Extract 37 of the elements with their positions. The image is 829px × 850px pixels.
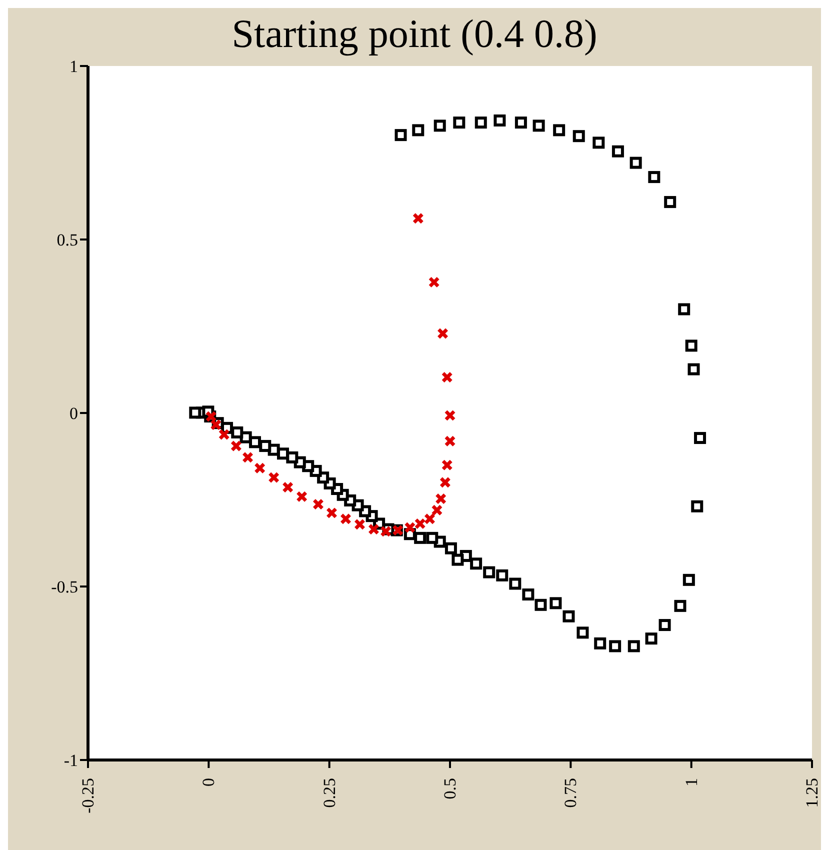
x-tick-label: 0.25 (320, 778, 339, 808)
point (441, 459, 453, 471)
point (444, 410, 456, 422)
point (268, 472, 280, 484)
point (412, 212, 424, 224)
point (218, 428, 230, 440)
point (340, 513, 352, 525)
point (424, 513, 436, 525)
x-tick-label: 0.75 (561, 778, 580, 808)
point (230, 440, 242, 452)
y-tick-label: 0 (70, 404, 78, 424)
x-tick-label: 1.25 (802, 778, 822, 808)
chart-title: Starting point (0.4 0.8) (230, 10, 598, 57)
point (414, 518, 426, 530)
y-tick-label: -0.5 (51, 578, 78, 597)
point (437, 328, 449, 340)
point (254, 462, 266, 474)
point (296, 490, 308, 502)
point (242, 452, 254, 464)
point (312, 498, 324, 510)
x-tick-label: 1 (682, 778, 701, 786)
y-tick-label: 0.5 (56, 230, 78, 250)
point (444, 435, 456, 447)
x-tick-label: 0 (199, 778, 218, 786)
point (326, 507, 338, 519)
y-tick-label: -1 (64, 751, 78, 770)
x-tick-label: 0.5 (440, 778, 460, 800)
x-tick-label: -0.25 (78, 778, 98, 814)
y-tick-label: 1 (70, 57, 78, 76)
point (428, 276, 440, 288)
point (439, 476, 451, 488)
point (354, 518, 366, 530)
point (380, 526, 392, 538)
point (441, 372, 453, 384)
point (368, 523, 380, 535)
point (404, 522, 416, 534)
point (282, 482, 294, 494)
